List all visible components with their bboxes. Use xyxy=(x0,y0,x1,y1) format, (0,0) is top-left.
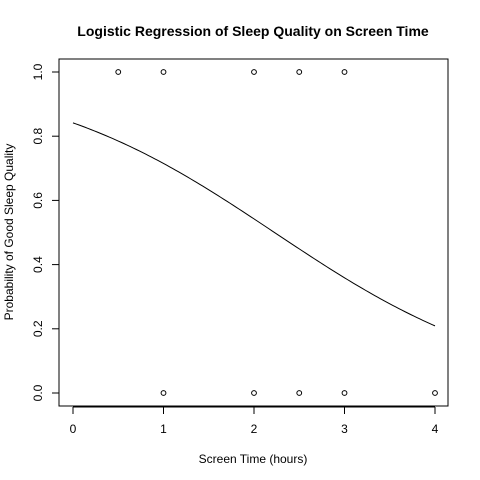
data-point xyxy=(160,69,167,75)
data-point xyxy=(296,69,303,75)
y-tick-label: 0.4 xyxy=(31,256,45,273)
y-axis-label: Probability of Good Sleep Quality xyxy=(2,144,16,321)
points-layer xyxy=(115,69,438,396)
x-tick-label: 1 xyxy=(160,422,167,436)
data-point xyxy=(432,390,438,396)
y-tick-label: 0.0 xyxy=(31,384,45,401)
x-axis: 0 1 2 3 4 xyxy=(70,406,439,436)
x-tick-label: 4 xyxy=(432,422,439,436)
data-point xyxy=(251,390,257,396)
x-axis-label: Screen Time (hours) xyxy=(199,452,308,466)
x-tick-label: 3 xyxy=(341,422,348,436)
data-point xyxy=(341,390,348,396)
data-point xyxy=(160,390,167,396)
y-tick-label: 0.2 xyxy=(31,320,45,337)
y-axis: 0.0 0.2 0.4 0.6 0.8 1.0 xyxy=(31,63,60,401)
x-tick-label: 2 xyxy=(251,422,258,436)
y-tick-label: 0.6 xyxy=(31,192,45,209)
y-tick-label: 1.0 xyxy=(31,63,45,80)
fit-layer xyxy=(72,122,436,327)
y-tick-label: 0.8 xyxy=(31,128,45,145)
data-point xyxy=(296,390,303,396)
fitted-curve xyxy=(72,122,436,327)
chart-title: Logistic Regression of Sleep Quality on … xyxy=(77,23,429,39)
data-point xyxy=(251,69,257,75)
data-point xyxy=(115,69,122,75)
data-point xyxy=(341,69,348,75)
x-tick-label: 0 xyxy=(70,422,77,436)
